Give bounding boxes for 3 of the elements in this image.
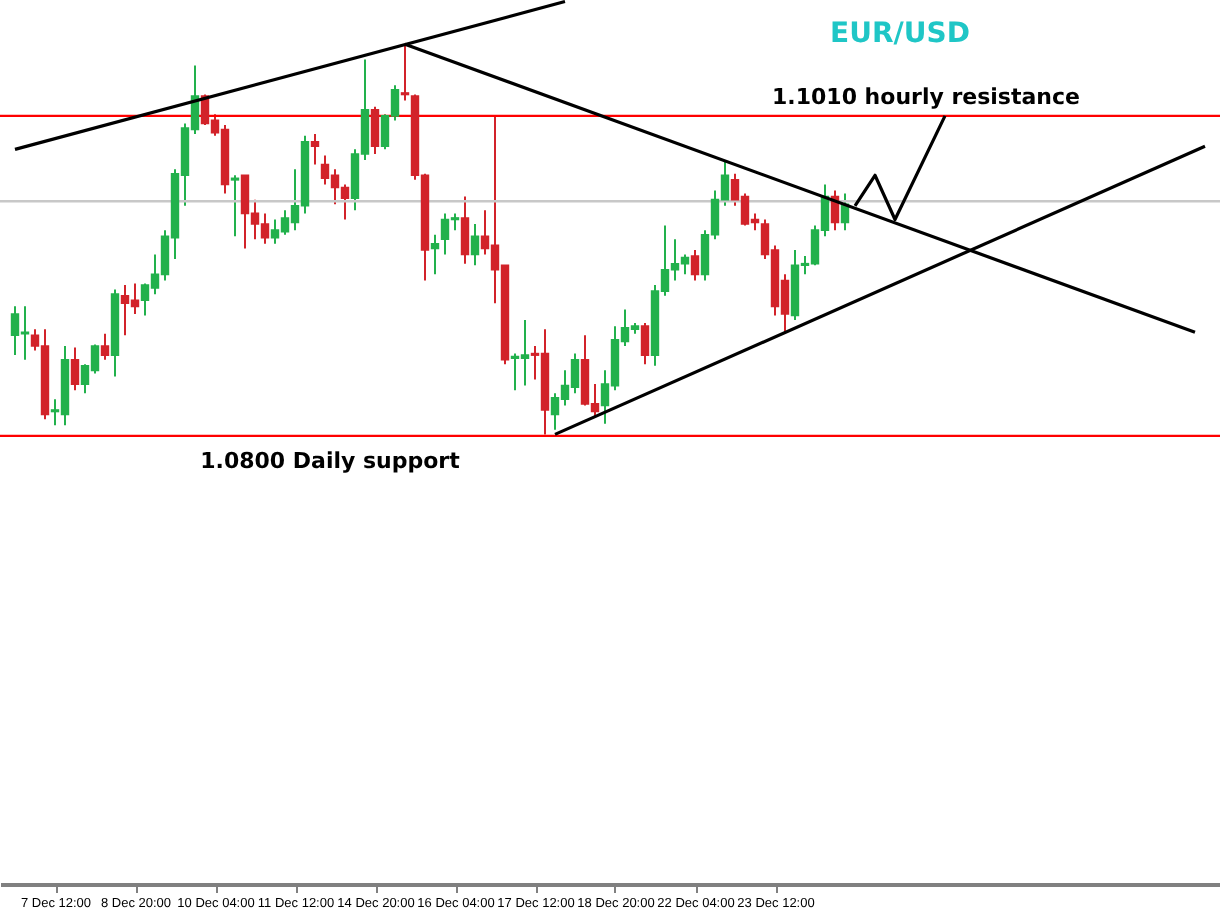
ref-line-label: 1.0800 Daily support	[200, 447, 460, 474]
text: EUR/USD	[830, 18, 970, 50]
ref-line-label: 1.1010 hourly resistance	[772, 83, 1080, 110]
